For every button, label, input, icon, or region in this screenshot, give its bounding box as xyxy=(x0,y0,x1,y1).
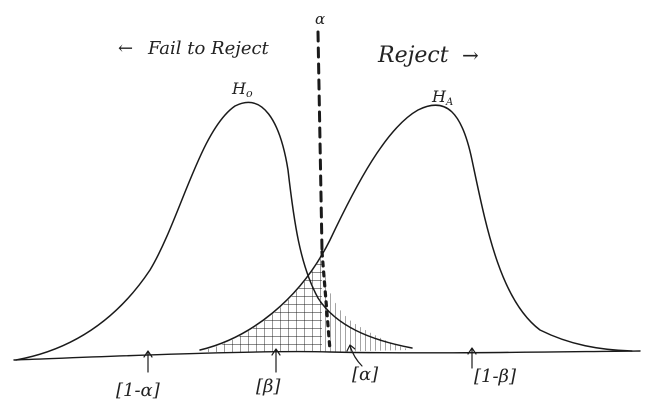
reject-arrow: → xyxy=(462,43,479,67)
ha-label: HA xyxy=(431,87,453,108)
beta-pointer xyxy=(271,348,281,373)
h0-label: Ho xyxy=(231,79,253,100)
alpha-region xyxy=(322,250,410,352)
beta-region xyxy=(205,252,322,352)
fail-to-reject-arrow: ← xyxy=(118,38,133,59)
fail-to-reject-label: Fail to Reject xyxy=(147,38,270,59)
reject-label: Reject xyxy=(377,43,449,68)
ha-distribution-curve xyxy=(199,104,633,352)
x-axis-line xyxy=(13,350,641,361)
one-minus-beta-pointer xyxy=(467,347,477,369)
one-minus-alpha-pointer xyxy=(143,350,153,373)
critical-value-line xyxy=(316,30,324,252)
beta-label: [β] xyxy=(256,376,281,397)
alpha-top-label: α xyxy=(315,10,325,28)
one-minus-alpha-label: [1-α] xyxy=(116,380,161,401)
critical-value-line-lower xyxy=(320,250,332,352)
alpha-pointer xyxy=(346,344,363,367)
one-minus-beta-label: [1-β] xyxy=(474,366,517,387)
alpha-bracket-label: [α] xyxy=(352,364,379,385)
h0-distribution-curve xyxy=(15,101,413,361)
